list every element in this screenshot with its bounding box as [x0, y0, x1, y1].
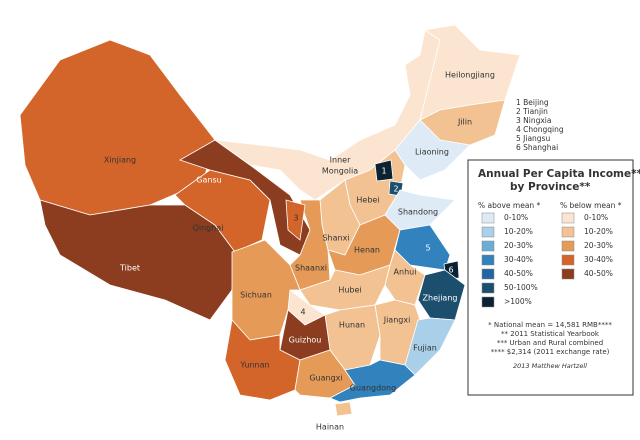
province: [299, 264, 391, 311]
province-label: Hainan: [316, 423, 344, 432]
legend-box: [467, 159, 634, 396]
legend: Annual Per Capita Income*** by Province*…: [467, 159, 640, 396]
legend-swatch: [481, 296, 495, 308]
legend-label: >100%: [504, 297, 532, 306]
legend-label: 10-20%: [584, 227, 613, 236]
province-label: Guangxi: [309, 374, 342, 383]
province: [394, 119, 471, 181]
province-label: 5: [425, 244, 430, 253]
legend-swatch: [481, 282, 495, 294]
legend-swatch: [481, 268, 495, 280]
legend-swatch: [561, 226, 575, 238]
legend-label: 30-40%: [584, 255, 613, 264]
provinces: [19, 24, 521, 417]
province-label: Sichuan: [240, 291, 272, 300]
province-labels: Xinjiang Tibet Qinghai Gansu Inner Mongo…: [104, 71, 495, 432]
legend-heading: % below mean *: [560, 201, 622, 210]
province-label: Hebei: [356, 196, 379, 205]
province-label: Shaanxi: [295, 264, 327, 273]
legend-swatch: [561, 240, 575, 252]
note: * National mean = 14,581 RMB****: [488, 321, 612, 329]
legend-swatch: [561, 268, 575, 280]
province-label: 4: [300, 308, 305, 317]
note: **** $2,314 (2011 exchange rate): [491, 348, 610, 356]
key-item: 6 Shanghai: [516, 143, 558, 152]
legend-swatch: [481, 240, 495, 252]
legend-label: 40-50%: [504, 269, 533, 278]
province-label: Heilongjiang: [445, 71, 495, 80]
key-item: 3 Ningxia: [516, 116, 551, 125]
province-label: Shandong: [398, 208, 438, 217]
province-label: Qinghai: [193, 224, 224, 233]
key-item: 2 Tianjin: [516, 107, 548, 116]
province-label: Mongolia: [322, 167, 358, 176]
province: [334, 401, 353, 417]
legend-swatch: [481, 212, 495, 224]
credit: 2013 Matthew Hartzell: [513, 362, 587, 370]
note: *** Urban and Rural combined: [497, 339, 603, 347]
province-label: Jilin: [457, 118, 472, 127]
legend-swatch: [561, 254, 575, 266]
province-label: Zhejiang: [423, 294, 458, 303]
province-label: Shanxi: [322, 234, 349, 243]
legend-label: 0-10%: [584, 213, 608, 222]
legend-swatch: [481, 226, 495, 238]
legend-label: 0-10%: [504, 213, 528, 222]
province-label: Anhui: [394, 268, 417, 277]
legend-swatch: [481, 254, 495, 266]
province-label: Guangdong: [350, 384, 396, 393]
province: [384, 249, 426, 306]
legend-title: Annual Per Capita Income***: [478, 168, 640, 180]
province-label: Guizhou: [289, 336, 322, 345]
province-label: 3: [293, 214, 298, 223]
legend-title: by Province**: [510, 181, 591, 193]
province-label: Fujian: [413, 344, 437, 353]
key-item: 5 Jiangsu: [516, 134, 550, 143]
province-label: 2: [393, 185, 398, 194]
province-label: Tibet: [119, 264, 140, 273]
province-key: 1 Beijing 2 Tianjin 3 Ningxia 4 Chongqin…: [516, 98, 564, 152]
legend-label: 20-30%: [504, 241, 533, 250]
province-label: Hubei: [338, 286, 361, 295]
legend-label: 30-40%: [504, 255, 533, 264]
province-label: Xinjiang: [104, 156, 136, 165]
province: [374, 159, 394, 182]
province-label: Yunnan: [239, 361, 269, 370]
note: ** 2011 Statistical Yearbook: [501, 330, 600, 338]
legend-heading: % above mean *: [478, 201, 541, 210]
legend-label: 20-30%: [584, 241, 613, 250]
province-label: Liaoning: [415, 148, 449, 157]
key-item: 4 Chongqing: [516, 125, 564, 134]
legend-swatch: [561, 212, 575, 224]
province-label: Hunan: [339, 321, 365, 330]
legend-label: 40-50%: [584, 269, 613, 278]
province-label: Gansu: [196, 176, 221, 185]
province-label: Inner: [330, 156, 351, 165]
key-item: 1 Beijing: [516, 98, 549, 107]
province-label: Jiangxi: [383, 316, 411, 325]
province: [285, 199, 306, 241]
province-label: 1: [381, 167, 386, 176]
province: [329, 359, 416, 403]
legend-label: 50-100%: [504, 283, 538, 292]
province-label: Henan: [354, 246, 380, 255]
province-label: 6: [448, 266, 453, 275]
legend-label: 10-20%: [504, 227, 533, 236]
